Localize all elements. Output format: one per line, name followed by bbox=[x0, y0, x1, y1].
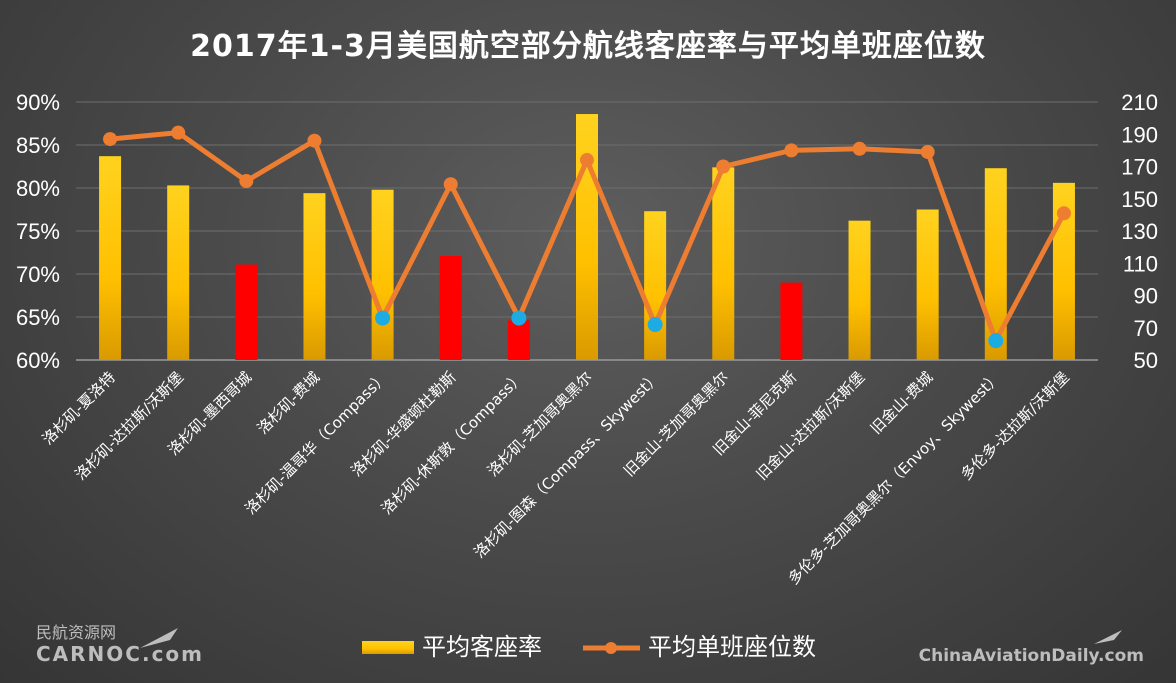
plane-icon bbox=[140, 628, 178, 648]
y-right-tick-label: 170 bbox=[1121, 155, 1158, 180]
bar bbox=[848, 220, 871, 360]
y-left-tick-label: 75% bbox=[16, 219, 60, 244]
y-right-tick-label: 110 bbox=[1123, 251, 1158, 276]
y-right-tick-label: 70 bbox=[1134, 316, 1158, 341]
bar bbox=[167, 185, 190, 360]
bar bbox=[984, 168, 1007, 360]
line-point bbox=[988, 333, 1004, 349]
line-point bbox=[716, 159, 731, 174]
y-left-tick-label: 65% bbox=[16, 305, 60, 330]
watermark-right-en: ChinaAviationDaily.com bbox=[919, 646, 1144, 666]
plane-icon bbox=[1094, 630, 1122, 644]
right-axis-ticks: 50 70 90 110 130 150 170 190 210 bbox=[1121, 90, 1158, 373]
legend: 平均客座率 平均单班座位数 bbox=[362, 633, 816, 661]
line-point bbox=[171, 125, 186, 140]
line-point bbox=[784, 143, 799, 158]
y-right-tick-label: 190 bbox=[1121, 122, 1158, 147]
bar bbox=[916, 209, 939, 360]
bar bbox=[371, 189, 394, 360]
bar bbox=[644, 211, 667, 360]
bar bbox=[576, 114, 598, 360]
line-point bbox=[1056, 206, 1071, 221]
line-point bbox=[511, 310, 527, 326]
y-left-tick-label: 90% bbox=[16, 90, 60, 115]
category-label: 洛杉矶-休斯敦（Compass） bbox=[378, 368, 528, 518]
line-series bbox=[103, 125, 1071, 349]
line-point bbox=[307, 133, 322, 148]
bar bbox=[507, 320, 530, 360]
legend-bar-label: 平均客座率 bbox=[422, 633, 542, 661]
y-left-tick-label: 80% bbox=[16, 176, 60, 201]
legend-bar-swatch bbox=[362, 641, 414, 654]
line-point bbox=[375, 310, 391, 326]
legend-line-label: 平均单班座位数 bbox=[648, 633, 816, 661]
bar bbox=[235, 264, 258, 360]
y-right-tick-label: 50 bbox=[1134, 348, 1158, 373]
watermark-left-en: CARNOC.com bbox=[36, 642, 204, 666]
bar bbox=[712, 167, 735, 360]
y-right-tick-label: 210 bbox=[1121, 90, 1158, 115]
line-point bbox=[852, 141, 867, 156]
watermark-right: ChinaAviationDaily.com bbox=[919, 630, 1144, 666]
line-point bbox=[920, 144, 935, 159]
line-point bbox=[647, 317, 663, 333]
y-left-tick-label: 70% bbox=[16, 262, 60, 287]
line-point bbox=[580, 153, 594, 168]
bar bbox=[303, 193, 326, 360]
watermark-left-cn: 民航资源网 bbox=[36, 623, 116, 642]
y-right-tick-label: 150 bbox=[1121, 187, 1158, 212]
category-label: 洛杉矶-费城 bbox=[254, 368, 324, 438]
watermark-left: 民航资源网 CARNOC.com bbox=[36, 623, 204, 666]
bar bbox=[780, 282, 803, 360]
y-left-tick-label: 60% bbox=[16, 348, 60, 373]
bar bbox=[99, 156, 122, 360]
line-point bbox=[443, 177, 458, 192]
category-label: 旧金山-费城 bbox=[867, 368, 937, 438]
y-right-tick-label: 130 bbox=[1121, 219, 1158, 244]
category-labels: 洛杉矶-夏洛特洛杉矶-达拉斯/沃斯堡洛杉矶-墨西哥城洛杉矶-费城洛杉矶-温哥华（… bbox=[39, 368, 1073, 588]
y-right-tick-label: 90 bbox=[1134, 284, 1158, 309]
category-label: 洛杉矶-温哥华（Compass） bbox=[241, 368, 391, 518]
y-left-tick-label: 85% bbox=[16, 133, 60, 158]
legend-line-marker bbox=[605, 642, 617, 654]
bar-series bbox=[99, 114, 1075, 360]
left-axis-ticks: 60% 65% 70% 75% 80% 85% 90% bbox=[16, 90, 60, 373]
bar bbox=[439, 255, 462, 360]
chart-title: 2017年1-3月美国航空部分航线客座率与平均单班座位数 bbox=[190, 29, 986, 64]
line-point bbox=[239, 174, 254, 189]
line-point bbox=[103, 132, 118, 147]
